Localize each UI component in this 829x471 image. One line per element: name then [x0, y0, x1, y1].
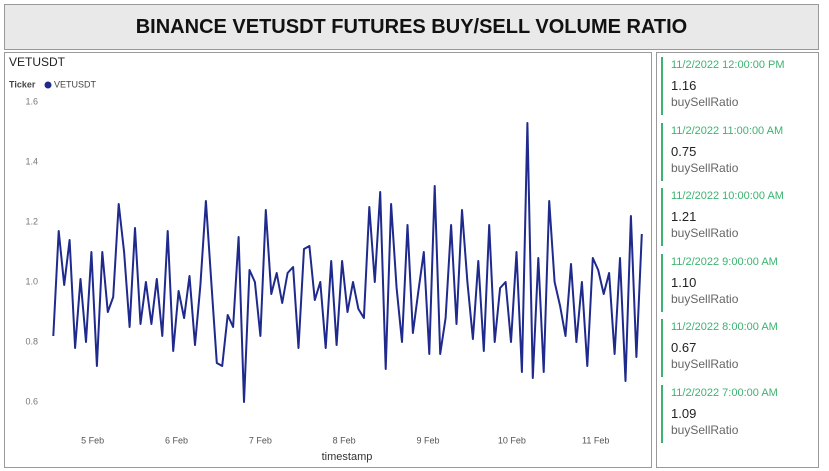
- x-axis-title: timestamp: [322, 451, 373, 463]
- card-value: 0.75: [671, 143, 697, 159]
- chart-panel: VETUSDT Ticker VETUSDT timestamp 0.6 0.8 1…: [4, 52, 652, 468]
- card-label: buySellRatio: [671, 291, 739, 306]
- header-title: BINANCE VETUSDT FUTURES BUY/SELL VOLUME …: [4, 4, 819, 50]
- card-time: 11/2/2022 7:00:00 AM: [671, 386, 778, 399]
- x-tick-label: 8 Feb: [333, 435, 356, 445]
- card-value: 1.21: [671, 209, 697, 224]
- card-time: 11/2/2022 9:00:00 AM: [671, 255, 778, 268]
- x-tick-label: 9 Feb: [417, 435, 440, 445]
- legend-title: Ticker: [9, 79, 36, 89]
- card-time: 11/2/2022 12:00:00 PM: [671, 59, 785, 71]
- card: 11/2/2022 9:00:00 AM 1.10 buySellRatio: [661, 253, 821, 312]
- x-tick-label: 7 Feb: [249, 435, 272, 445]
- y-tick-label: 0.6: [25, 396, 38, 406]
- chart-title: VETUSDT: [9, 55, 66, 69]
- x-tick-label: 6 Feb: [165, 435, 188, 445]
- card-time: 11/2/2022 8:00:00 AM: [671, 321, 778, 333]
- legend-marker: [44, 81, 52, 89]
- cards-panel: 11/2/2022 12:00:00 PM 1.16 buySellRatio 11/…: [656, 52, 819, 468]
- y-tick-label: 1.2: [25, 216, 38, 226]
- card-label: buySellRatio: [671, 95, 739, 109]
- y-tick-label: 1.4: [25, 156, 38, 166]
- card: 11/2/2022 10:00:00 AM 1.21 buySellRatio: [661, 188, 821, 246]
- card-value: 1.10: [671, 274, 697, 290]
- card-label: buySellRatio: [671, 160, 739, 175]
- y-tick-label: 0.8: [25, 336, 38, 346]
- card-value: 0.67: [671, 340, 697, 355]
- card: 11/2/2022 8:00:00 AM 0.67 buySellRatio: [661, 319, 821, 377]
- chart: VETUSDT Ticker VETUSDT timestamp 0.6 0.8 1…: [9, 55, 643, 463]
- card: 11/2/2022 7:00:00 AM 1.09 buySellRatio: [661, 384, 821, 443]
- data-line: [52, 122, 643, 403]
- card: 11/2/2022 12:00:00 PM 1.16 buySellRatio: [661, 57, 821, 115]
- card: 11/2/2022 11:00:00 AM 0.75 buySellRatio: [661, 122, 821, 181]
- x-tick-label: 10 Feb: [498, 435, 526, 445]
- legend-label: VETUSDT: [54, 79, 97, 89]
- card-label: buySellRatio: [671, 422, 739, 437]
- card-value: 1.09: [671, 405, 697, 421]
- y-tick-label: 1.6: [25, 96, 38, 106]
- x-tick-label: 5 Feb: [81, 435, 104, 445]
- y-tick-label: 1.0: [25, 276, 38, 286]
- card-label: buySellRatio: [671, 357, 739, 371]
- card-time: 11/2/2022 10:00:00 AM: [671, 190, 784, 202]
- card-value: 1.16: [671, 78, 697, 93]
- card-time: 11/2/2022 11:00:00 AM: [671, 124, 784, 137]
- card-label: buySellRatio: [671, 226, 739, 240]
- x-tick-label: 11 Feb: [582, 435, 609, 445]
